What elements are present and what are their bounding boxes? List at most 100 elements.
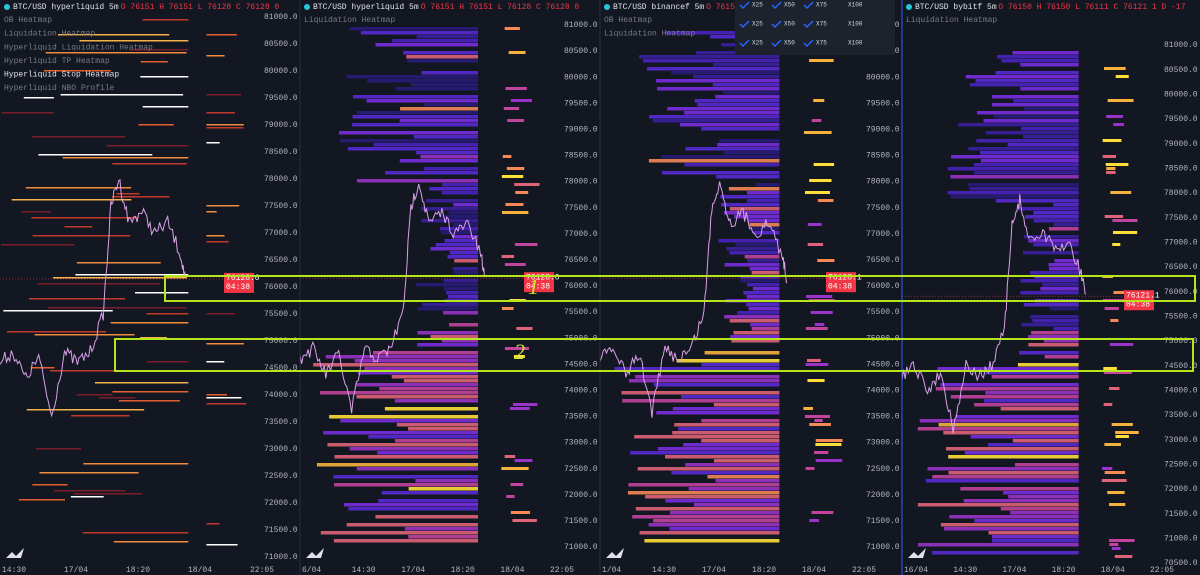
heat-band <box>1023 251 1079 255</box>
heat-stripe <box>53 277 187 279</box>
heat-band <box>807 243 824 246</box>
heat-band <box>1113 291 1130 294</box>
heat-stripe <box>39 472 139 474</box>
heat-band <box>429 187 479 191</box>
heat-band <box>815 459 843 462</box>
heat-band <box>441 339 479 343</box>
heat-band <box>1025 215 1079 219</box>
heat-band <box>645 495 780 499</box>
ohlc-label: O 76151 H 76151 L 76128 C 76128 0 <box>121 3 280 12</box>
chart-panel: 81000.080500.080000.079500.079000.078500… <box>599 0 902 575</box>
heat-band <box>319 391 479 395</box>
heat-band <box>1103 67 1126 70</box>
heat-band <box>935 387 1079 391</box>
heat-band <box>325 355 479 359</box>
heat-band <box>430 247 479 251</box>
heat-band <box>375 515 479 519</box>
heat-band <box>805 327 828 330</box>
leverage-toggle: X100 <box>848 21 863 28</box>
heat-band <box>948 455 1079 459</box>
x-axis-label: 14:30 <box>352 566 376 575</box>
leverage-toggle: X25 <box>752 2 763 9</box>
indicator-label: Hyperliquid Liquidation Heatmap <box>4 43 153 52</box>
heat-band <box>1023 303 1079 307</box>
heat-stripe <box>60 94 184 96</box>
heat-band <box>1109 343 1134 346</box>
x-axis-label: 18/04 <box>500 566 524 575</box>
y-axis-label: 71500.0 <box>564 517 598 526</box>
heat-band <box>504 263 526 266</box>
check-icon <box>771 39 782 48</box>
y-axis-label: 72000.0 <box>264 499 298 508</box>
price-tag-label: 76128.1 <box>828 273 862 282</box>
heat-band <box>976 111 1079 115</box>
heat-band <box>670 511 780 515</box>
heat-band <box>809 59 834 62</box>
y-axis-label: 77500.0 <box>264 202 298 211</box>
heat-band <box>407 59 479 63</box>
heat-band <box>352 115 479 119</box>
heat-band <box>1012 439 1079 443</box>
heat-band <box>639 531 780 535</box>
heat-band <box>1109 387 1120 390</box>
heat-stripe <box>146 361 189 363</box>
heat-band <box>316 463 479 467</box>
heat-band <box>514 243 538 246</box>
leverage-panel <box>735 0 895 55</box>
heat-stripe <box>129 49 189 51</box>
heat-band <box>815 439 843 442</box>
heat-band <box>1107 491 1125 494</box>
heat-band <box>648 159 780 163</box>
heat-band <box>504 27 520 30</box>
heat-band <box>1115 431 1139 434</box>
heat-band <box>807 379 825 382</box>
heat-stripe <box>18 499 65 501</box>
x-axis-label: 22:05 <box>250 566 274 575</box>
heat-band <box>918 543 1079 547</box>
heat-band <box>442 183 479 187</box>
heat-band <box>628 379 780 383</box>
y-axis-label: 72500.0 <box>1164 460 1198 469</box>
heat-stripe <box>118 400 180 402</box>
heat-band <box>449 251 479 255</box>
heat-stripe <box>25 187 132 189</box>
x-axis-label: 16/04 <box>904 566 928 575</box>
heat-band <box>974 403 1079 407</box>
heat-band <box>639 55 780 59</box>
heat-band <box>1105 163 1129 166</box>
heat-band <box>940 523 1079 527</box>
heat-stripe <box>146 313 189 315</box>
heat-band <box>1048 227 1079 231</box>
heat-stripe <box>0 244 75 246</box>
heat-band <box>1113 123 1125 126</box>
price-line <box>0 178 186 418</box>
heat-band <box>807 223 822 226</box>
heat-band <box>992 539 1079 543</box>
heat-band <box>1049 307 1079 311</box>
heat-band <box>701 439 780 443</box>
heat-band <box>441 191 479 195</box>
heat-band <box>707 475 780 479</box>
heat-band <box>713 459 780 463</box>
leverage-toggle: X100 <box>848 40 863 47</box>
y-axis-label: 73500.0 <box>866 413 900 422</box>
heat-band <box>510 99 532 102</box>
heat-band <box>950 175 1079 179</box>
heat-stripe <box>64 226 93 228</box>
symbol-label: BTC/USD binancef 5m <box>613 3 704 12</box>
heat-band <box>665 31 780 35</box>
y-axis-label: 74500.0 <box>866 360 900 369</box>
heat-band <box>965 75 1079 79</box>
heat-band <box>722 91 780 95</box>
heat-band <box>395 87 479 91</box>
heat-band <box>323 431 479 435</box>
check-icon <box>803 1 814 10</box>
y-axis-label: 77000.0 <box>564 230 598 239</box>
heat-band <box>720 195 780 199</box>
heat-band <box>976 139 1079 143</box>
heat-band <box>635 375 780 379</box>
y-axis-label: 80000.0 <box>1164 90 1198 99</box>
heat-band <box>674 423 780 427</box>
